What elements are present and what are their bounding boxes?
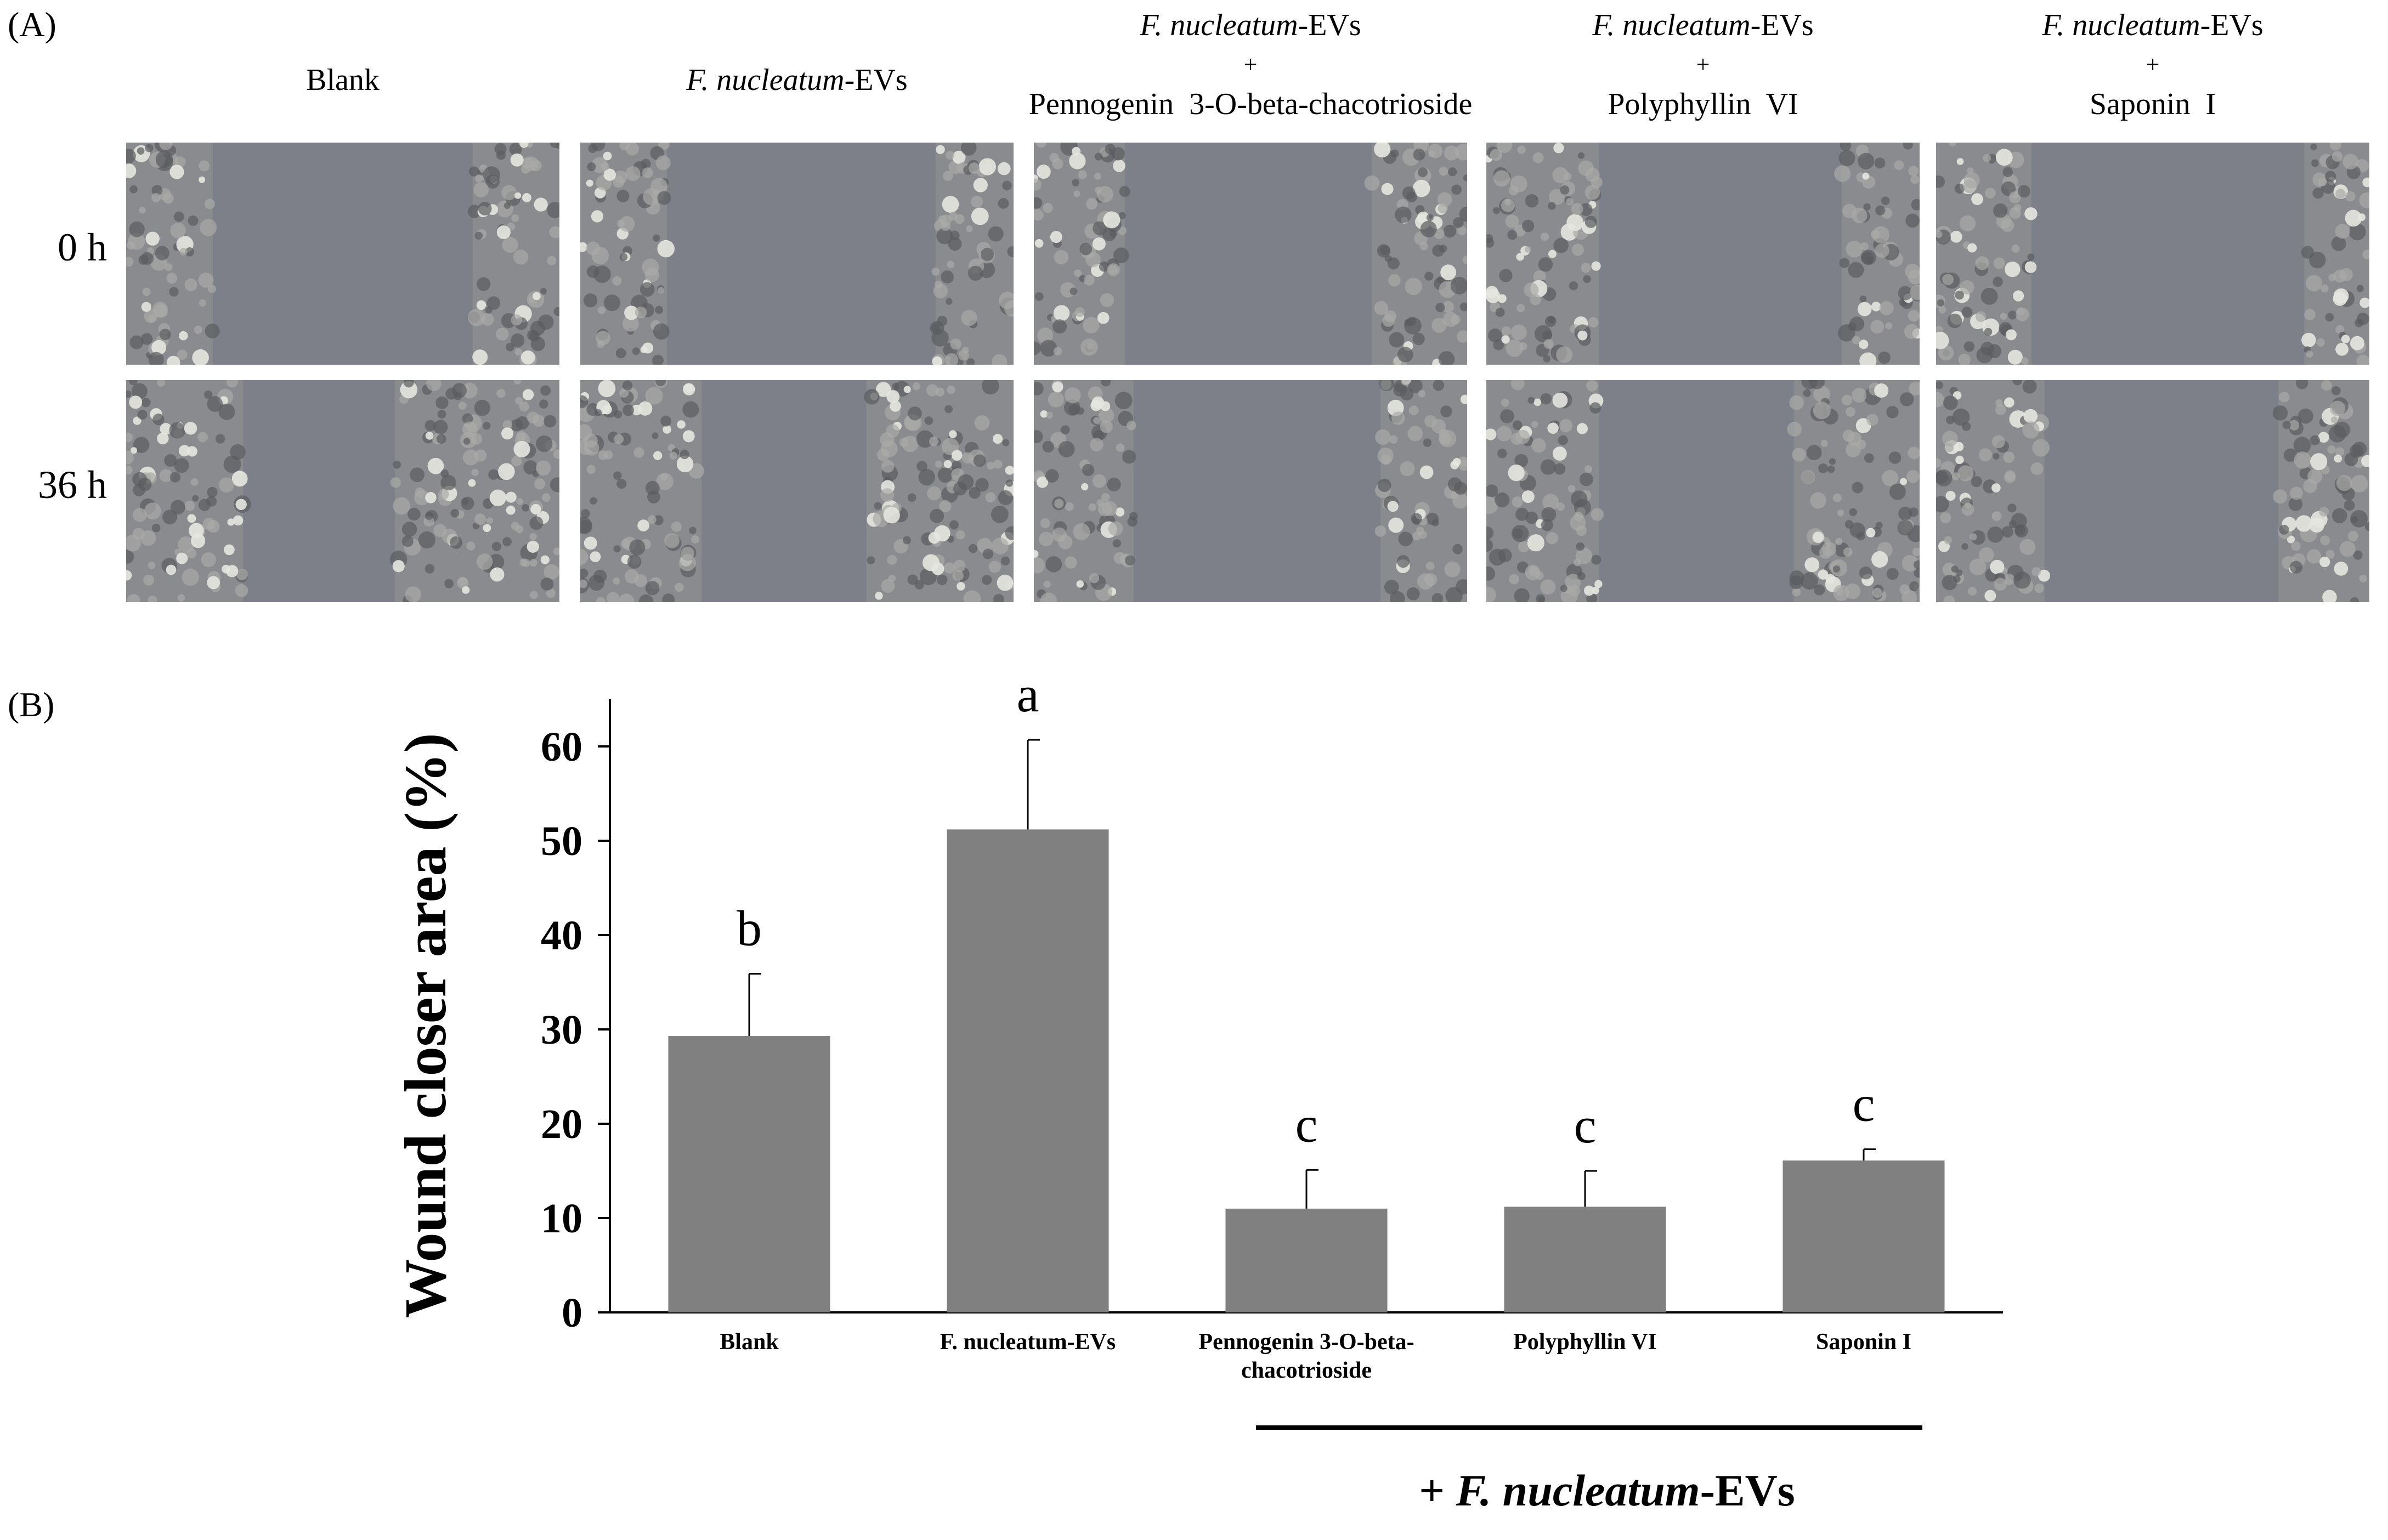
cell-texture [580,380,1014,602]
cell-texture [126,380,559,602]
column-header-1: Blank [118,60,568,100]
column-header-treatment: F. nucleatum-EVs [1928,5,2378,45]
x-tick-label-5: Saponin I [1816,1329,1911,1355]
cell-texture [1936,380,2369,602]
micrograph-0h-col4 [1486,143,1920,365]
panel-b-label: (B) [8,685,55,724]
column-header-name: Pennogenin 3-O-beta-chacotrioside [1028,87,1473,121]
chart-axes: 0 10 20 30 40 50 60 [541,699,2003,1336]
cell-texture [1486,380,1920,602]
bar-4 [1504,1207,1666,1312]
y-tick-label: 10 [541,1196,582,1242]
micrograph-36h-col5 [1936,380,2369,602]
plus-sign: + [2146,51,2160,78]
column-header-treatment: F. nucleatum-EVs [1478,5,1928,45]
chart-error-bars [748,739,1876,1209]
significance-label-4: c [1574,1097,1597,1153]
micrograph-36h-col2 [580,380,1014,602]
cell-texture [126,143,559,365]
cell-texture [1486,143,1920,365]
column-header-5: F. nucleatum-EVs + Saponin I [1928,5,2378,124]
bar-5 [1782,1160,1945,1312]
column-header-treatment: F. nucleatum-EVs [1026,5,1475,45]
micrograph-36h-col3 [1034,380,1467,602]
cell-texture [1936,143,2369,365]
species-name: F. nucleatum [1140,8,1298,42]
significance-label-1: b [737,901,762,956]
row-label-1: 0 h [58,225,107,269]
chart-labels: b Blank a F. nucleatum-EVs c Pennogenin 3-O-b… [720,666,1911,1383]
micrograph-0h-col1 [126,143,559,365]
bar-2 [947,829,1109,1312]
species-suffix: -EVs [2200,8,2263,42]
treatment-group-label: + F. nucleatum-EVs [1419,1465,1795,1515]
x-tick-label-2: F. nucleatum-EVs [940,1329,1116,1355]
significance-label-5: c [1853,1075,1875,1131]
species-name: F. nucleatum [686,63,845,97]
species-name: F. nucleatum [2042,8,2200,42]
y-tick-label: 20 [541,1101,582,1147]
significance-label-2: a [1017,666,1039,722]
column-header-treatment: F. nucleatum-EVs [572,60,1022,100]
cell-texture [580,143,1014,365]
micrograph-36h-col1 [126,380,559,602]
x-tick-label-1: Blank [720,1329,779,1355]
cell-texture [1034,143,1467,365]
micrograph-0h-col5 [1936,143,2369,365]
panel-a-label: (A) [8,5,56,44]
column-header-2: F. nucleatum-EVs [572,60,1022,100]
column-header-3: F. nucleatum-EVs + Pennogenin 3-O-beta-cha… [1026,5,1475,124]
species-suffix: -EVs [1298,8,1361,42]
row-label-2: 36 h [38,463,107,507]
y-tick-label: 50 [541,818,582,864]
species-name: F. nucleatum [1592,8,1751,42]
micrograph-0h-col2 [580,143,1014,365]
significance-label-3: c [1295,1096,1318,1152]
cell-texture [1034,380,1467,602]
x-tick-label-3: Pennogenin 3-O-beta- [1198,1329,1414,1355]
bar-3 [1225,1208,1388,1312]
x-tick-label-4: Polyphyllin VI [1513,1329,1657,1355]
x-tick-label-3: chacotrioside [1241,1358,1372,1383]
y-tick-label: 30 [541,1007,582,1053]
column-header-name: Polyphyllin VI [1608,87,1798,121]
y-tick-label: 0 [562,1290,582,1336]
micrograph-36h-col4 [1486,380,1920,602]
micrograph-0h-col3 [1034,143,1467,365]
column-header-name: Saponin I [2089,87,2216,121]
species-suffix: -EVs [1750,8,1814,42]
y-tick-label: 60 [541,724,582,770]
y-axis-label: Wound closer area (%) [393,733,459,1318]
plus-sign: + [1696,51,1710,78]
chart-bars [668,829,1945,1312]
plus-sign: + [1243,51,1258,78]
y-tick-label: 40 [541,913,582,959]
column-header-name: Blank [306,63,380,97]
column-header-4: F. nucleatum-EVs + Polyphyllin VI [1478,5,1928,124]
species-suffix: -EVs [844,63,908,97]
bar-1 [668,1036,830,1312]
